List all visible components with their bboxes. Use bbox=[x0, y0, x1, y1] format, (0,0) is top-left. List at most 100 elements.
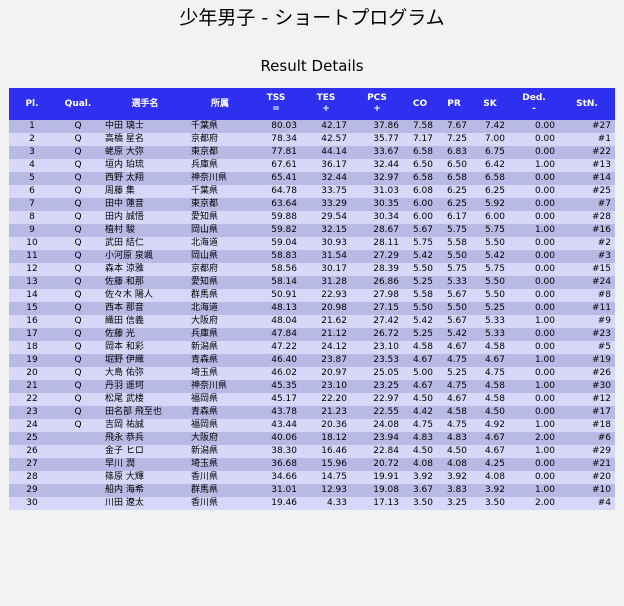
cell-pcs: 19.08 bbox=[351, 484, 403, 497]
cell-deductions: 2.00 bbox=[509, 432, 559, 445]
table-row: 7 Q 田中 蓮音 東京都 63.64 33.29 30.35 6.00 6.25 5.92 0.0… bbox=[9, 198, 615, 211]
cell-start-number: #29 bbox=[559, 445, 615, 458]
cell-pr: 4.58 bbox=[437, 406, 471, 419]
cell-place: 19 bbox=[9, 354, 55, 367]
cell-club: 神奈川県 bbox=[189, 172, 251, 185]
cell-pcs: 17.13 bbox=[351, 497, 403, 510]
cell-deductions: 1.00 bbox=[509, 315, 559, 328]
cell-pcs: 27.98 bbox=[351, 289, 403, 302]
cell-tes: 31.28 bbox=[301, 276, 351, 289]
table-row: 13 Q 佐藤 和那 愛知県 58.14 31.28 26.86 5.25 5.33 5.50 0.… bbox=[9, 276, 615, 289]
cell-tss: 78.34 bbox=[251, 133, 301, 146]
cell-pr: 3.25 bbox=[437, 497, 471, 510]
cell-tss: 59.82 bbox=[251, 224, 301, 237]
cell-skater-name: 松尾 武楼 bbox=[101, 393, 189, 406]
cell-skater-name: 佐藤 光 bbox=[101, 328, 189, 341]
cell-sk: 6.75 bbox=[471, 146, 509, 159]
header-pcs-operator: + bbox=[373, 104, 381, 114]
cell-start-number: #14 bbox=[559, 172, 615, 185]
cell-tss: 47.84 bbox=[251, 328, 301, 341]
cell-skater-name: 高橋 星名 bbox=[101, 133, 189, 146]
table-row: 23 Q 田名部 飛至也 青森県 43.78 21.23 22.55 4.42 4.58 4.50… bbox=[9, 406, 615, 419]
cell-pcs: 27.29 bbox=[351, 250, 403, 263]
cell-skater-name: 堀野 伊織 bbox=[101, 354, 189, 367]
cell-place: 25 bbox=[9, 432, 55, 445]
cell-pr: 6.58 bbox=[437, 172, 471, 185]
cell-pr: 3.83 bbox=[437, 484, 471, 497]
cell-skater-name: 田名部 飛至也 bbox=[101, 406, 189, 419]
cell-tss: 77.81 bbox=[251, 146, 301, 159]
cell-co: 5.00 bbox=[403, 367, 437, 380]
cell-qualification: Q bbox=[55, 159, 101, 172]
cell-place: 9 bbox=[9, 224, 55, 237]
cell-pr: 5.75 bbox=[437, 263, 471, 276]
cell-place: 4 bbox=[9, 159, 55, 172]
cell-deductions: 0.00 bbox=[509, 146, 559, 159]
cell-pr: 7.25 bbox=[437, 133, 471, 146]
cell-deductions: 0.00 bbox=[509, 393, 559, 406]
cell-club: 群馬県 bbox=[189, 484, 251, 497]
cell-tss: 48.04 bbox=[251, 315, 301, 328]
cell-co: 5.25 bbox=[403, 276, 437, 289]
cell-qualification bbox=[55, 458, 101, 471]
cell-tes: 23.10 bbox=[301, 380, 351, 393]
cell-qualification: Q bbox=[55, 120, 101, 133]
cell-sk: 6.25 bbox=[471, 185, 509, 198]
cell-skater-name: 小河原 泉颯 bbox=[101, 250, 189, 263]
cell-club: 千葉県 bbox=[189, 120, 251, 133]
cell-tss: 58.56 bbox=[251, 263, 301, 276]
cell-club: 岡山県 bbox=[189, 224, 251, 237]
cell-pr: 6.25 bbox=[437, 185, 471, 198]
cell-club: 新潟県 bbox=[189, 445, 251, 458]
header-tss-label: TSS bbox=[266, 93, 286, 103]
table-row: 24 Q 吉岡 祐誠 福岡県 43.44 20.36 24.08 4.75 4.75 4.92 1.… bbox=[9, 419, 615, 432]
cell-start-number: #6 bbox=[559, 432, 615, 445]
cell-tss: 64.78 bbox=[251, 185, 301, 198]
cell-start-number: #11 bbox=[559, 302, 615, 315]
cell-pr: 7.67 bbox=[437, 120, 471, 133]
cell-qualification: Q bbox=[55, 406, 101, 419]
cell-co: 6.58 bbox=[403, 146, 437, 159]
cell-co: 4.50 bbox=[403, 393, 437, 406]
cell-club: 青森県 bbox=[189, 354, 251, 367]
cell-pcs: 22.97 bbox=[351, 393, 403, 406]
cell-tss: 34.66 bbox=[251, 471, 301, 484]
cell-sk: 4.67 bbox=[471, 445, 509, 458]
cell-tes: 14.75 bbox=[301, 471, 351, 484]
cell-club: 埼玉県 bbox=[189, 458, 251, 471]
cell-tes: 33.75 bbox=[301, 185, 351, 198]
cell-co: 6.58 bbox=[403, 172, 437, 185]
cell-pcs: 22.55 bbox=[351, 406, 403, 419]
cell-club: 群馬県 bbox=[189, 289, 251, 302]
cell-deductions: 0.00 bbox=[509, 211, 559, 224]
cell-tes: 42.17 bbox=[301, 120, 351, 133]
cell-qualification: Q bbox=[55, 198, 101, 211]
cell-deductions: 0.00 bbox=[509, 458, 559, 471]
cell-sk: 3.92 bbox=[471, 484, 509, 497]
header-ded-operator: - bbox=[532, 104, 536, 114]
cell-sk: 6.00 bbox=[471, 211, 509, 224]
cell-tss: 45.17 bbox=[251, 393, 301, 406]
cell-pr: 5.58 bbox=[437, 237, 471, 250]
cell-sk: 4.92 bbox=[471, 419, 509, 432]
cell-pcs: 37.86 bbox=[351, 120, 403, 133]
cell-skater-name: 植村 駿 bbox=[101, 224, 189, 237]
cell-tss: 50.91 bbox=[251, 289, 301, 302]
cell-pr: 6.25 bbox=[437, 198, 471, 211]
cell-co: 3.92 bbox=[403, 471, 437, 484]
cell-place: 17 bbox=[9, 328, 55, 341]
cell-co: 3.67 bbox=[403, 484, 437, 497]
cell-place: 26 bbox=[9, 445, 55, 458]
cell-tss: 45.35 bbox=[251, 380, 301, 393]
cell-co: 5.75 bbox=[403, 237, 437, 250]
table-row: 21 Q 丹羽 遥珂 神奈川県 45.35 23.10 23.25 4.67 4.75 4.58 1… bbox=[9, 380, 615, 393]
cell-co: 6.00 bbox=[403, 211, 437, 224]
cell-start-number: #20 bbox=[559, 471, 615, 484]
cell-start-number: #30 bbox=[559, 380, 615, 393]
cell-place: 2 bbox=[9, 133, 55, 146]
cell-sk: 4.75 bbox=[471, 367, 509, 380]
cell-place: 23 bbox=[9, 406, 55, 419]
cell-qualification: Q bbox=[55, 211, 101, 224]
table-row: 20 Q 大島 佑弥 埼玉県 46.02 20.97 25.05 5.00 5.25 4.75 0.… bbox=[9, 367, 615, 380]
cell-start-number: #3 bbox=[559, 250, 615, 263]
